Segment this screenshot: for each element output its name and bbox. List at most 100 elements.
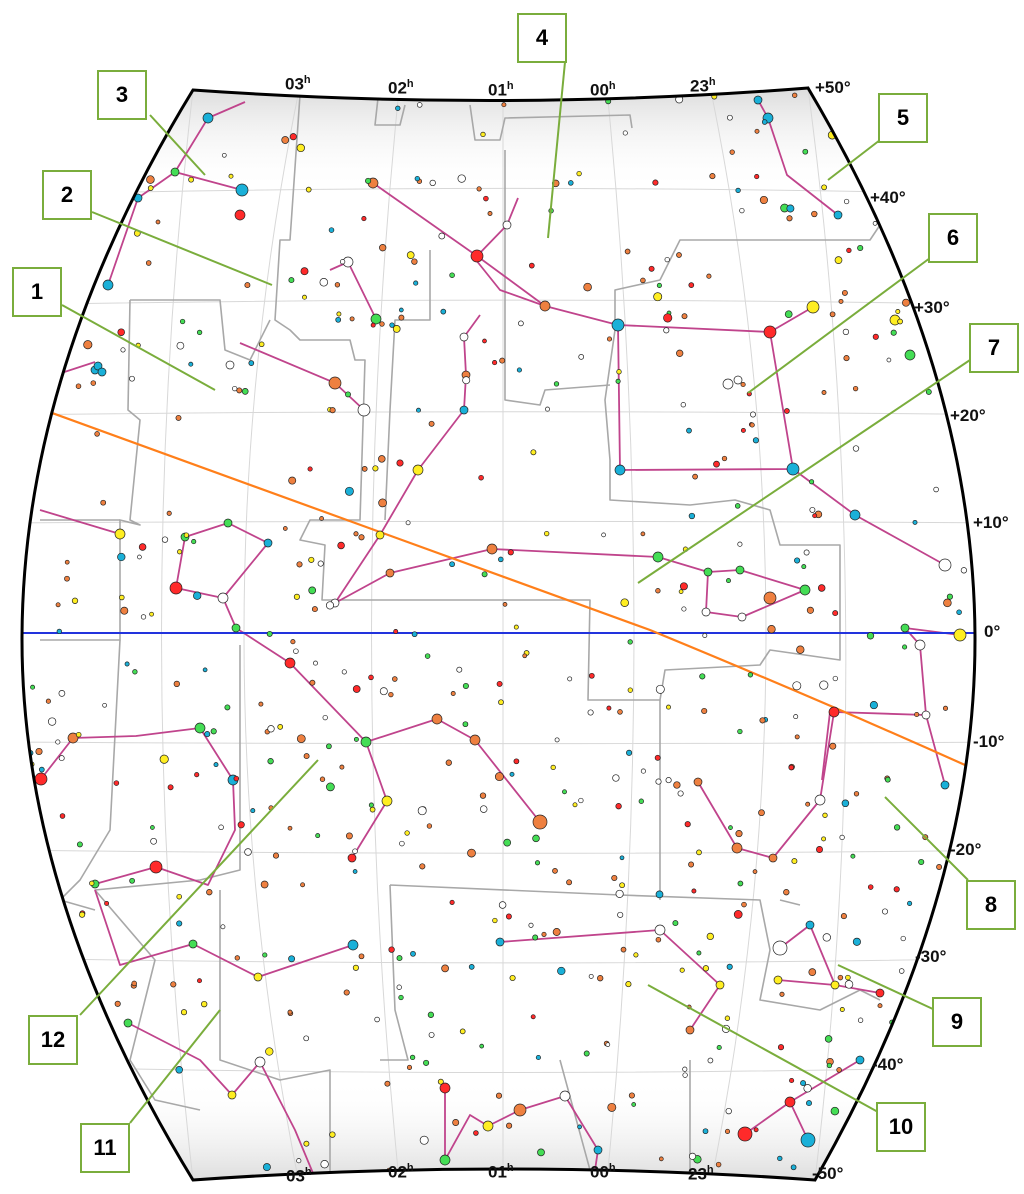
star bbox=[71, 597, 79, 604]
star bbox=[654, 754, 661, 761]
star bbox=[253, 972, 263, 982]
star bbox=[307, 466, 313, 472]
star bbox=[679, 582, 688, 591]
star bbox=[404, 830, 410, 836]
star bbox=[75, 731, 82, 738]
star bbox=[792, 92, 798, 98]
star bbox=[615, 378, 621, 384]
star bbox=[796, 645, 805, 654]
star bbox=[942, 705, 949, 711]
star bbox=[426, 823, 433, 829]
callout-leader bbox=[61, 304, 216, 391]
star bbox=[428, 420, 435, 427]
star bbox=[666, 704, 671, 710]
star bbox=[234, 209, 246, 221]
dec-gridline bbox=[22, 299, 975, 306]
star bbox=[821, 836, 827, 842]
star bbox=[897, 318, 903, 325]
star bbox=[530, 449, 537, 456]
star bbox=[938, 558, 952, 572]
star bbox=[210, 728, 217, 735]
star bbox=[59, 813, 66, 819]
star bbox=[777, 1044, 785, 1051]
star bbox=[617, 709, 623, 715]
star bbox=[942, 1142, 949, 1149]
star bbox=[319, 278, 329, 287]
star bbox=[137, 554, 142, 560]
star bbox=[459, 332, 469, 342]
constellation-line bbox=[779, 924, 881, 994]
star bbox=[467, 848, 476, 858]
star bbox=[309, 679, 316, 686]
star bbox=[416, 407, 421, 413]
star bbox=[726, 578, 731, 584]
star bbox=[87, 1085, 94, 1092]
star bbox=[843, 198, 850, 205]
star bbox=[506, 1122, 513, 1129]
star bbox=[459, 1028, 466, 1035]
star bbox=[672, 920, 679, 927]
star bbox=[118, 134, 124, 141]
star bbox=[89, 880, 95, 886]
star bbox=[902, 644, 908, 650]
star bbox=[729, 149, 735, 155]
star bbox=[725, 1107, 732, 1115]
star bbox=[665, 777, 672, 784]
star bbox=[389, 322, 395, 328]
star bbox=[173, 680, 180, 688]
star bbox=[737, 541, 743, 547]
star bbox=[715, 1161, 722, 1168]
star bbox=[509, 974, 516, 982]
star bbox=[663, 327, 670, 334]
star bbox=[731, 842, 743, 854]
star bbox=[832, 610, 839, 617]
star bbox=[129, 375, 135, 382]
callout-6: 6 bbox=[928, 213, 978, 263]
star bbox=[914, 711, 920, 718]
callout-leader bbox=[91, 211, 273, 286]
constellation-line bbox=[821, 711, 831, 781]
star bbox=[837, 974, 844, 981]
star bbox=[578, 354, 585, 360]
star bbox=[678, 589, 684, 594]
star bbox=[413, 280, 419, 286]
star bbox=[601, 532, 606, 538]
star bbox=[614, 464, 626, 476]
star bbox=[288, 955, 296, 963]
star bbox=[620, 598, 629, 607]
star bbox=[886, 357, 892, 363]
star bbox=[607, 1102, 617, 1112]
star bbox=[498, 901, 507, 909]
star bbox=[114, 528, 126, 540]
star bbox=[381, 795, 393, 807]
callout-leader bbox=[837, 964, 936, 1011]
star bbox=[341, 669, 347, 675]
star bbox=[842, 328, 850, 336]
star bbox=[221, 152, 227, 158]
star bbox=[183, 532, 190, 538]
ra-label-bottom-00h: 00h bbox=[590, 1162, 616, 1182]
star bbox=[379, 244, 387, 252]
star bbox=[176, 893, 182, 900]
star bbox=[437, 1078, 444, 1085]
star bbox=[319, 516, 324, 521]
star bbox=[284, 657, 296, 669]
star bbox=[611, 318, 625, 332]
callout-leader bbox=[79, 759, 319, 1016]
star bbox=[753, 1127, 759, 1133]
star bbox=[452, 1119, 460, 1126]
star bbox=[193, 591, 202, 600]
dec-label-minus30: -30° bbox=[915, 947, 947, 966]
star bbox=[562, 789, 567, 795]
star bbox=[410, 950, 416, 957]
callout-8: 8 bbox=[966, 880, 1016, 930]
star bbox=[188, 939, 198, 949]
star bbox=[791, 858, 798, 865]
star bbox=[352, 848, 358, 854]
star bbox=[688, 861, 695, 868]
callout-leader bbox=[884, 796, 969, 881]
star bbox=[503, 838, 512, 847]
dec-label-plus40: +40° bbox=[870, 188, 906, 207]
star bbox=[624, 248, 631, 255]
constellation-line bbox=[697, 711, 927, 859]
